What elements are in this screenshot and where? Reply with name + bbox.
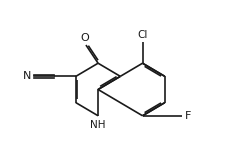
Text: Cl: Cl [137,30,148,40]
Text: F: F [185,111,191,121]
Text: N: N [22,71,31,81]
Text: NH: NH [90,120,106,130]
Text: O: O [80,33,89,43]
